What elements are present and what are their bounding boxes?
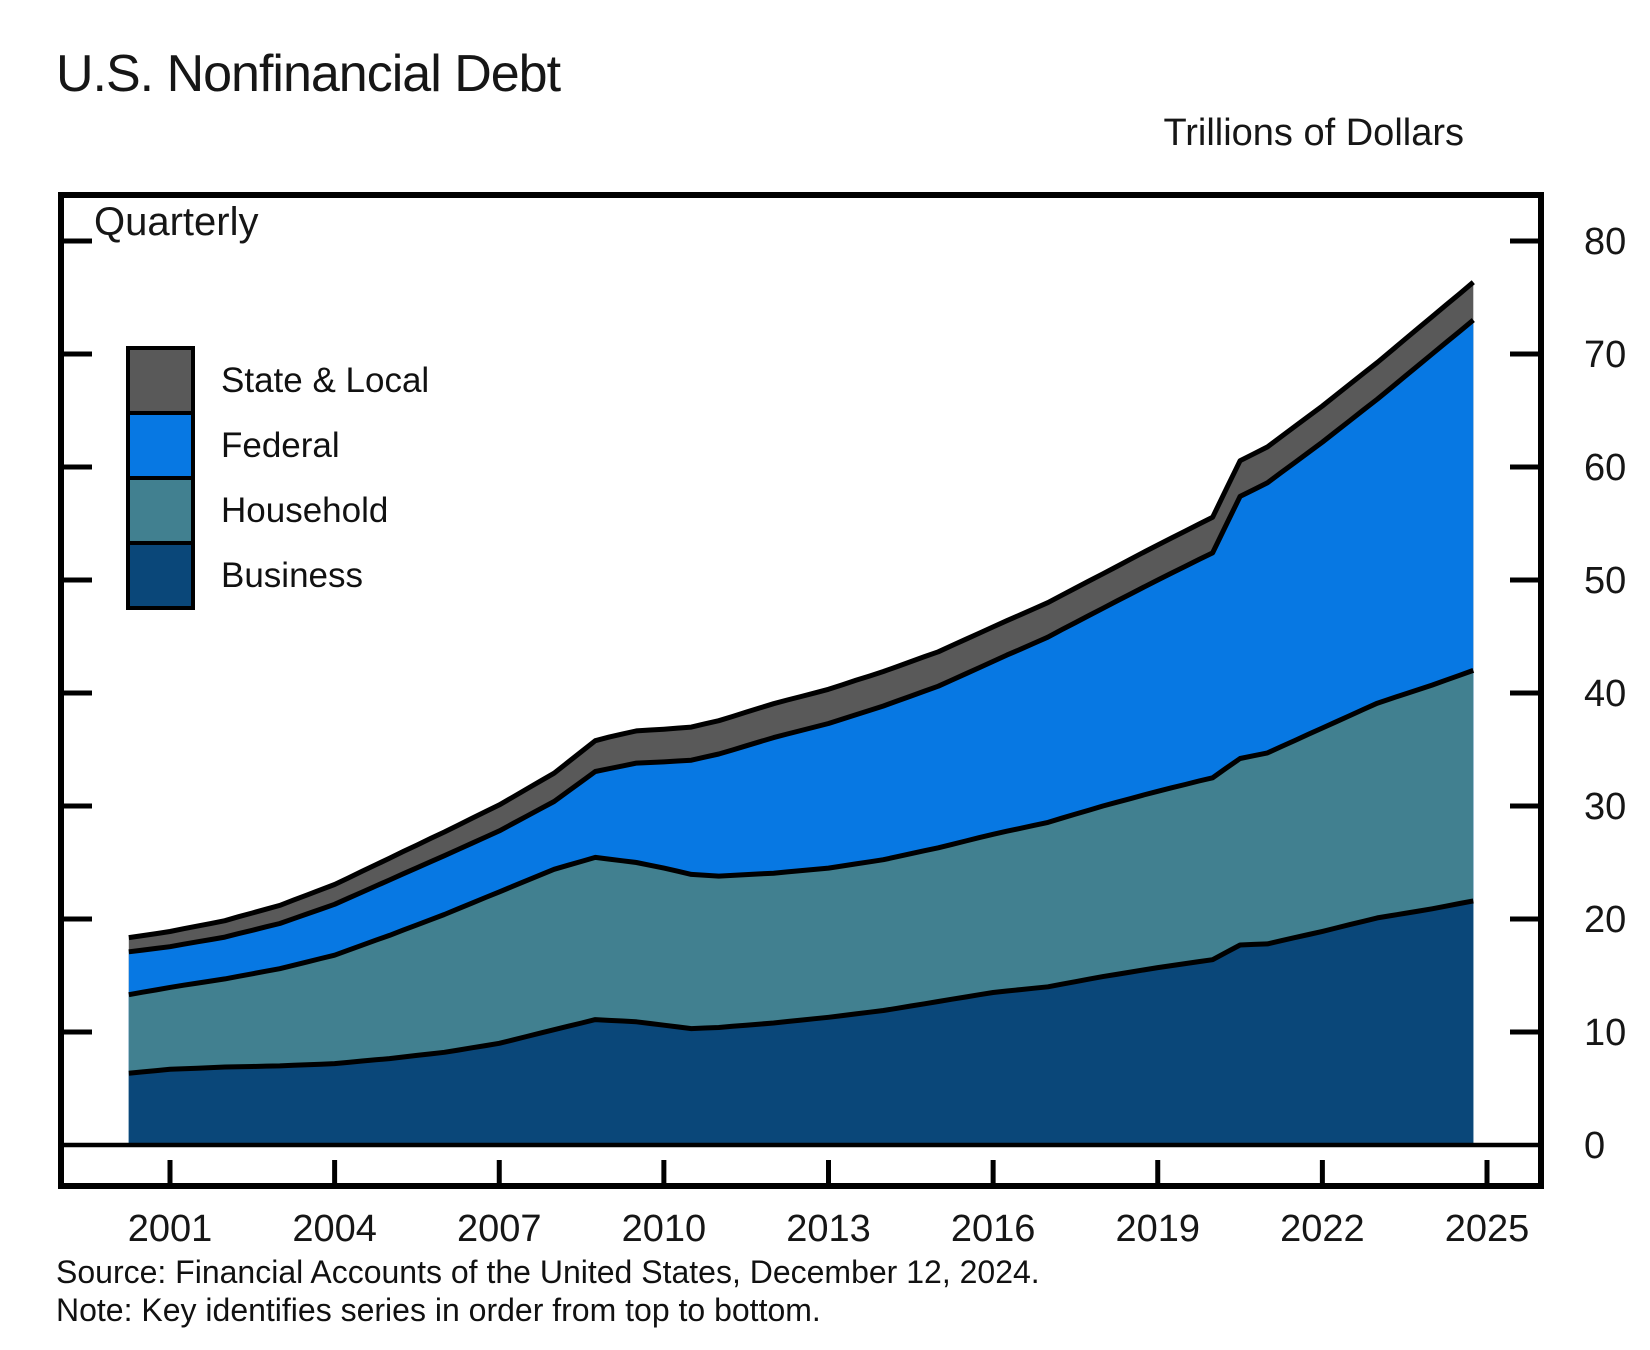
y-tick-label-60: 60 [1584, 447, 1626, 489]
household-swatch [126, 476, 195, 545]
x-tick-labels: 2001 2004 2007 2010 2013 2016 2019 2022 2025 [128, 1208, 1530, 1250]
legend-item-business: Business [126, 541, 429, 610]
y-tick-label-20: 20 [1584, 899, 1626, 941]
edge-business [128, 898, 1474, 1076]
x-tick-label-2004: 2004 [292, 1208, 377, 1250]
area-business [128, 900, 1474, 1145]
legend: State & Local Federal Household Business [126, 346, 429, 610]
x-tick-label-2013: 2013 [786, 1208, 871, 1250]
state-local-swatch [126, 346, 195, 415]
edge-state-local [128, 280, 1475, 941]
note-line: Note: Key identifies series in order fro… [56, 1292, 821, 1328]
series-edge-lines [128, 280, 1475, 1076]
y-tick-label-30: 30 [1584, 786, 1626, 828]
legend-item-federal: Federal [126, 411, 429, 480]
legend-label-federal: Federal [221, 425, 340, 465]
y-axis-ticks [64, 238, 1538, 1035]
x-tick-label-2016: 2016 [951, 1208, 1036, 1250]
frame-rect [58, 192, 1544, 1189]
y-tick-label-0: 0 [1584, 1125, 1605, 1167]
y-tick-labels: 0 10 20 30 40 50 60 70 80 [1584, 221, 1626, 1167]
legend-item-state-local: State & Local [126, 346, 429, 415]
edge-household [128, 668, 1475, 998]
federal-swatch [126, 411, 195, 480]
legend-label-business: Business [221, 555, 364, 595]
source-line: Source: Financial Accounts of the United… [56, 1254, 1040, 1290]
business-swatch [126, 541, 195, 610]
x-axis-ticks [167, 1160, 1490, 1183]
y-tick-label-80: 80 [1584, 221, 1626, 263]
panel-label: Quarterly [94, 200, 259, 244]
x-tick-label-2025: 2025 [1445, 1208, 1530, 1250]
y-tick-label-70: 70 [1584, 334, 1626, 376]
y-tick-label-50: 50 [1584, 560, 1626, 602]
legend-item-household: Household [126, 476, 429, 545]
x-tick-label-2019: 2019 [1115, 1208, 1200, 1250]
right-axis-title: Trillions of Dollars [1163, 112, 1464, 154]
y-tick-label-10: 10 [1584, 1012, 1626, 1054]
x-tick-label-2010: 2010 [622, 1208, 707, 1250]
x-tick-label-2022: 2022 [1280, 1208, 1365, 1250]
edge-federal [128, 318, 1475, 955]
legend-label-state-local: State & Local [221, 360, 430, 400]
legend-label-household: Household [221, 490, 389, 530]
x-tick-label-2007: 2007 [457, 1208, 542, 1250]
plot-frame [58, 192, 1544, 1189]
page-title: U.S. Nonfinancial Debt [56, 45, 561, 103]
y-tick-label-40: 40 [1584, 673, 1626, 715]
x-tick-label-2001: 2001 [128, 1208, 213, 1250]
